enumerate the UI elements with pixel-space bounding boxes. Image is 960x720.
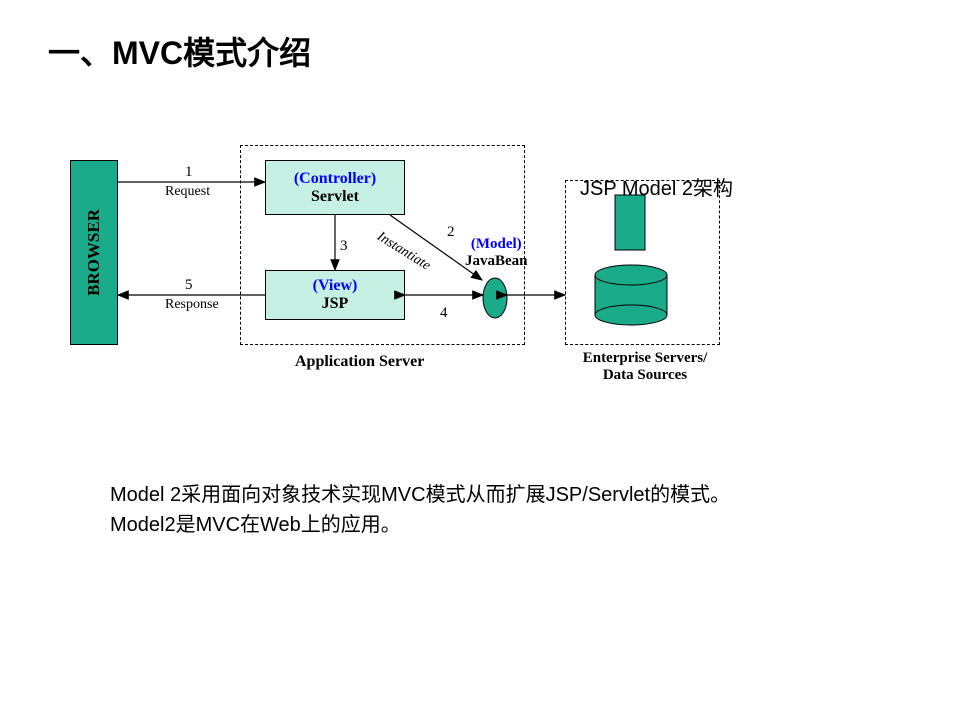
mvc-diagram: BROWSER (Controller) Servlet (View) JSP …: [70, 140, 790, 420]
caption-line-1: Model 2采用面向对象技术实现MVC模式从而扩展JSP/Servlet的模式…: [110, 480, 730, 510]
caption-line-2: Model2是MVC在Web上的应用。: [110, 510, 730, 540]
arrow-1-label: Request: [165, 184, 210, 200]
appserver-label: Application Server: [295, 353, 424, 371]
page-title: 一、MVC模式介绍: [48, 28, 311, 74]
enterprise-label: Enterprise Servers/ Data Sources: [570, 350, 720, 384]
arrow-2-num: 2: [447, 224, 455, 241]
arrow-4-num: 4: [440, 305, 448, 322]
arrow-3-num: 3: [340, 238, 348, 255]
arrow-5-num: 5: [185, 277, 193, 294]
arrow-1-num: 1: [185, 164, 193, 181]
arrow-5-label: Response: [165, 297, 219, 313]
caption-text: Model 2采用面向对象技术实现MVC模式从而扩展JSP/Servlet的模式…: [110, 480, 730, 540]
